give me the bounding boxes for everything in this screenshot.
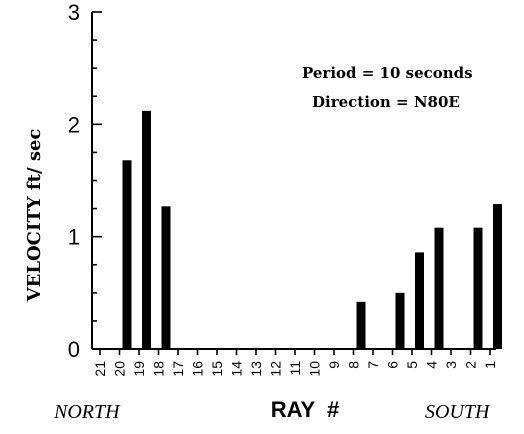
category-label: 19 bbox=[131, 361, 147, 377]
category-label: 11 bbox=[287, 361, 303, 376]
y-axis-label: VELOCITY ft/ sec bbox=[24, 129, 45, 303]
bars bbox=[122, 110, 502, 349]
category-label: 6 bbox=[385, 361, 401, 369]
category-label: 5 bbox=[404, 361, 420, 369]
category-label: 21 bbox=[92, 361, 108, 377]
bar-ray-6 bbox=[395, 292, 405, 349]
bar-ray-4 bbox=[434, 227, 444, 349]
category-label: 18 bbox=[151, 361, 167, 377]
bar-ray-20 bbox=[122, 160, 132, 349]
category-label: 15 bbox=[209, 361, 225, 377]
category-label: 9 bbox=[326, 361, 342, 369]
bar-ray-8 bbox=[356, 301, 366, 349]
bar-ray-1 bbox=[493, 204, 502, 349]
annotation-direction: Direction = N80E bbox=[312, 93, 460, 111]
category-label: 10 bbox=[307, 361, 323, 377]
y-axis: 0 1 2 3 bbox=[68, 0, 102, 362]
category-label: 13 bbox=[248, 361, 264, 377]
bar-ray-18 bbox=[161, 206, 171, 349]
annotation-period: Period = 10 seconds bbox=[302, 64, 473, 82]
category-labels: 21 20 19 18 17 16 15 14 13 12 11 10 9 8 7 6 5 4 3 2 1 bbox=[92, 361, 498, 377]
category-label: 4 bbox=[424, 361, 440, 369]
category-label: 17 bbox=[170, 361, 186, 377]
y-tick-label: 2 bbox=[68, 112, 80, 137]
category-label: 8 bbox=[346, 361, 362, 369]
y-tick-label: 3 bbox=[68, 0, 80, 25]
category-label: 2 bbox=[463, 361, 479, 369]
x-axis-label: RAY # bbox=[271, 397, 340, 422]
x-axis bbox=[92, 348, 496, 355]
category-label: 12 bbox=[268, 361, 284, 377]
bar-ray-2 bbox=[473, 227, 483, 349]
category-label: 3 bbox=[443, 361, 459, 369]
y-tick-label: 0 bbox=[68, 337, 80, 362]
category-label: 16 bbox=[190, 361, 206, 377]
category-label: 14 bbox=[229, 361, 245, 377]
category-label: 7 bbox=[365, 361, 381, 369]
category-label: 1 bbox=[482, 361, 498, 369]
bar-ray-19 bbox=[142, 110, 151, 349]
north-label: NORTH bbox=[53, 401, 121, 423]
bar-ray-5 bbox=[415, 252, 424, 349]
category-label: 20 bbox=[112, 361, 128, 377]
y-tick-label: 1 bbox=[68, 225, 80, 250]
south-label: SOUTH bbox=[425, 401, 491, 423]
